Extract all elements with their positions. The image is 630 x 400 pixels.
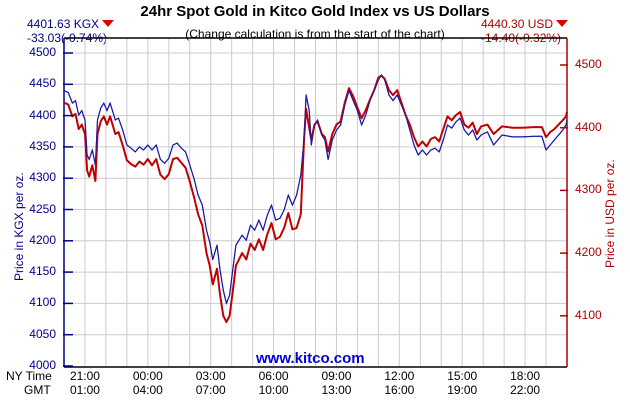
ny-time-tick: 00:00	[132, 369, 163, 383]
left-tick-label: 4150	[29, 264, 56, 279]
ny-time-tick: 03:00	[195, 369, 226, 383]
ny-time-tick: 15:00	[447, 369, 478, 383]
left-tick-label: 4450	[29, 76, 56, 91]
left-tick-label: 4100	[29, 295, 56, 310]
ny-time-label: NY Time	[6, 369, 52, 383]
gmt-time-tick: 19:00	[447, 383, 478, 397]
left-tick-label: 4500	[29, 45, 56, 59]
left-tick-label: 4200	[29, 232, 56, 247]
ny-time-tick: 21:00	[69, 369, 100, 383]
gmt-time-tick: 04:00	[132, 383, 163, 397]
right-axis-label: Price in USD per oz.	[603, 159, 617, 268]
gmt-time-tick: 07:00	[195, 383, 226, 397]
gmt-time-tick: 13:00	[321, 383, 352, 397]
ny-time-tick: 12:00	[384, 369, 415, 383]
usd-price: 4440.30 USD	[481, 17, 569, 31]
right-tick-label: 4100	[575, 307, 602, 322]
usd-price-value: 4440.30 USD	[481, 17, 554, 31]
chart-title: 24hr Spot Gold in Kitco Gold Index vs US…	[140, 3, 490, 20]
right-tick-label: 4300	[575, 182, 602, 197]
left-tick-label: 4300	[29, 170, 56, 185]
right-tick-label: 4200	[575, 245, 602, 260]
down-triangle-icon	[556, 20, 569, 27]
kgx-price-value: 4401.63 KGX	[27, 17, 100, 31]
kgx-price: 4401.63 KGX	[27, 17, 115, 31]
left-tick-label: 4050	[29, 326, 56, 341]
right-tick-label: 4400	[575, 119, 602, 134]
ny-time-tick: 18:00	[510, 369, 541, 383]
left-tick-label: 4250	[29, 201, 56, 216]
left-tick-label: 4350	[29, 138, 56, 153]
right-tick-label: 4500	[575, 57, 602, 71]
gmt-time-tick: 16:00	[384, 383, 415, 397]
left-axis-label: Price in KGX per oz.	[12, 172, 26, 281]
series-line-usd	[63, 74, 568, 324]
gmt-time-tick: 10:00	[258, 383, 289, 397]
ny-time-tick: 09:00	[321, 369, 352, 383]
gmt-time-tick: 01:00	[69, 383, 100, 397]
ny-time-tick: 06:00	[258, 369, 289, 383]
left-tick-label: 4000	[29, 358, 56, 372]
series-line-kgx-overlay	[63, 73, 568, 306]
gmt-time-tick: 22:00	[510, 383, 541, 397]
gmt-label: GMT	[24, 383, 51, 397]
down-triangle-icon	[102, 20, 115, 27]
left-tick-label: 4400	[29, 107, 56, 122]
watermark-link[interactable]: www.kitco.com	[256, 350, 365, 367]
